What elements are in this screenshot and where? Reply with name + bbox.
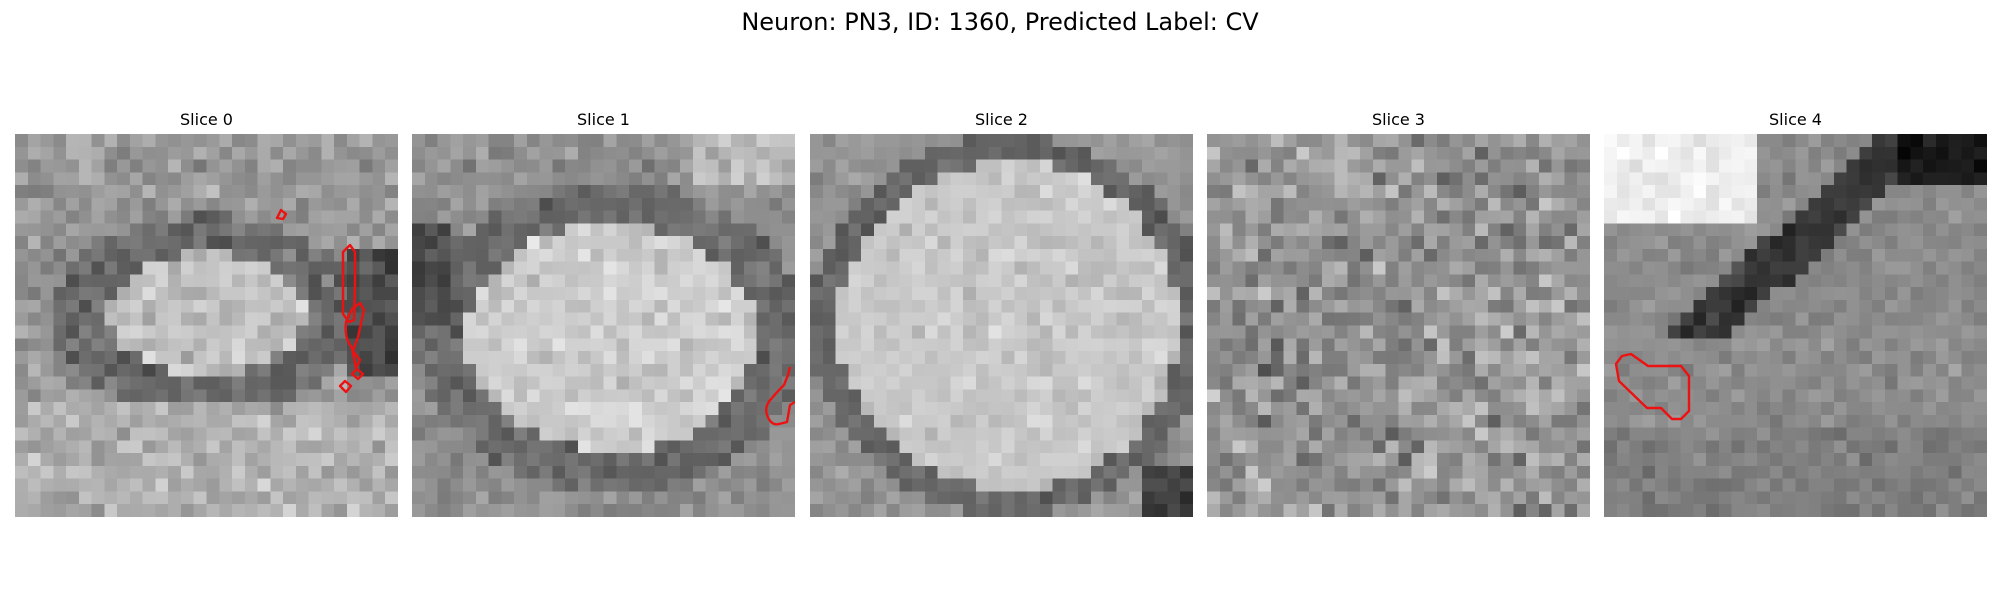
slice-image bbox=[810, 134, 1193, 517]
slice-panel-2: Slice 2 bbox=[810, 107, 1193, 517]
slice-title: Slice 4 bbox=[1769, 110, 1822, 129]
slice-title: Slice 2 bbox=[975, 110, 1028, 129]
slice-panel-0: Slice 0 bbox=[15, 107, 398, 517]
segmentation-contour bbox=[350, 367, 365, 381]
slice-image bbox=[1207, 134, 1590, 517]
slice-panel-1: Slice 1 bbox=[412, 107, 795, 517]
segmentation-contours bbox=[275, 208, 366, 394]
segmentation-contour bbox=[764, 366, 795, 426]
slice-image bbox=[15, 134, 398, 517]
slice-image bbox=[1604, 134, 1987, 517]
slice-image bbox=[412, 134, 795, 517]
slice-title: Slice 3 bbox=[1372, 110, 1425, 129]
slice-panel-4: Slice 4 bbox=[1604, 107, 1987, 517]
segmentation-contour bbox=[1614, 352, 1691, 421]
segmentation-contour bbox=[341, 243, 357, 324]
slice-title: Slice 1 bbox=[577, 110, 630, 129]
segmentation-contour bbox=[275, 208, 288, 221]
segmentation-contour bbox=[344, 301, 366, 370]
slice-panel-3: Slice 3 bbox=[1207, 107, 1590, 517]
figure-title: Neuron: PN3, ID: 1360, Predicted Label: … bbox=[741, 8, 1259, 36]
slice-title: Slice 0 bbox=[180, 110, 233, 129]
segmentation-contour bbox=[338, 379, 353, 394]
